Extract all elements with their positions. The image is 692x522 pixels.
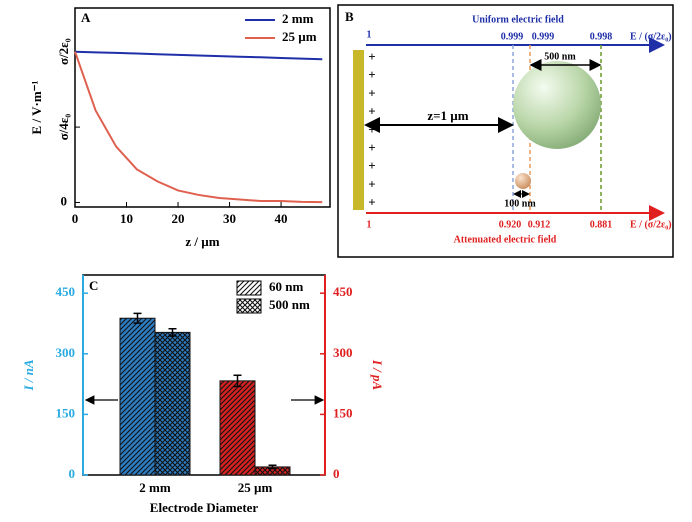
x-tick-label: 30 (223, 211, 236, 226)
field-value: 1 (367, 219, 372, 230)
field-value: 1 (367, 29, 372, 40)
charge: + (368, 67, 375, 82)
electrode (353, 50, 364, 210)
small-particle (515, 173, 531, 189)
legend-label: 60 nm (269, 279, 303, 294)
y2-tick-label: 450 (333, 284, 353, 299)
panel-b: B Uniform electric field 1 0.999 0.999 0… (337, 4, 674, 258)
y-tick-label: 0 (69, 466, 76, 481)
field-unit: E / (σ/2ε₀) (630, 31, 672, 42)
charge: + (368, 176, 375, 191)
y-tick-label: 450 (56, 284, 76, 299)
charges: + + + + + + + + + (368, 49, 375, 210)
charge: + (368, 140, 375, 155)
field-value: 0.920 (499, 219, 522, 230)
y-axis-title: I / nA (21, 359, 36, 391)
size-label: 500 nm (544, 51, 576, 62)
x-axis-title: z / µm (185, 234, 219, 249)
series-line (74, 51, 323, 204)
y-tick-label: σ/4ε₀ (56, 114, 71, 141)
x-tick-label: 40 (275, 211, 288, 226)
x-tick-label: 20 (172, 211, 185, 226)
size-label: 100 nm (504, 198, 536, 209)
panel-letter: B (345, 9, 354, 24)
distance-label: z=1 µm (427, 108, 468, 123)
large-particle (513, 61, 601, 149)
error-bar (233, 374, 242, 388)
field-value: 0.912 (528, 219, 551, 230)
legend-label: 2 mm (282, 11, 314, 26)
top-title: Uniform electric field (472, 14, 564, 25)
charge: + (368, 49, 375, 64)
field-value: 0.881 (590, 219, 613, 230)
x-tick-label: 2 mm (139, 480, 171, 495)
y-tick-label: σ/2ε₀ (56, 38, 71, 65)
y-axis-title: E / V·m⁻¹ (29, 80, 44, 134)
error-bar (133, 312, 142, 324)
x-axis-title: Electrode Diameter (150, 500, 259, 515)
legend-swatch (236, 298, 262, 314)
y2-tick-label: 300 (333, 345, 353, 360)
field-value: 0.998 (590, 31, 613, 42)
bar (154, 331, 191, 476)
charge: + (368, 195, 375, 210)
y-tick-label: 150 (56, 405, 76, 420)
panel-frame (337, 4, 674, 258)
charge: + (368, 104, 375, 119)
charge: + (368, 85, 375, 100)
panel-letter: C (89, 278, 98, 293)
field-value: 0.999 (532, 31, 555, 42)
x-tick-label: 10 (120, 211, 133, 226)
charge: + (368, 122, 375, 137)
y2-axis-title: I / pA (370, 359, 385, 391)
y-tick-label: 300 (56, 345, 76, 360)
field-value: 0.999 (501, 31, 524, 42)
series-line (74, 50, 323, 61)
plot-frame (74, 7, 331, 208)
legend-swatch (236, 280, 262, 296)
bar (219, 380, 256, 476)
y2-tick-label: 150 (333, 405, 353, 420)
error-bar (268, 464, 277, 470)
bar (119, 317, 156, 476)
y2-tick-label: 0 (333, 466, 340, 481)
x-tick-label: 0 (72, 211, 79, 226)
charge: + (368, 158, 375, 173)
legend-label: 500 nm (269, 297, 310, 312)
field-unit: E / (σ/2ε₀) (630, 219, 672, 230)
x-tick-label: 25 µm (238, 480, 273, 495)
error-bar (168, 327, 177, 337)
bottom-title: Attenuated electric field (454, 234, 557, 245)
legend-label: 25 µm (282, 29, 317, 44)
panel-letter: A (81, 10, 91, 25)
y-tick-label: 0 (61, 193, 68, 208)
